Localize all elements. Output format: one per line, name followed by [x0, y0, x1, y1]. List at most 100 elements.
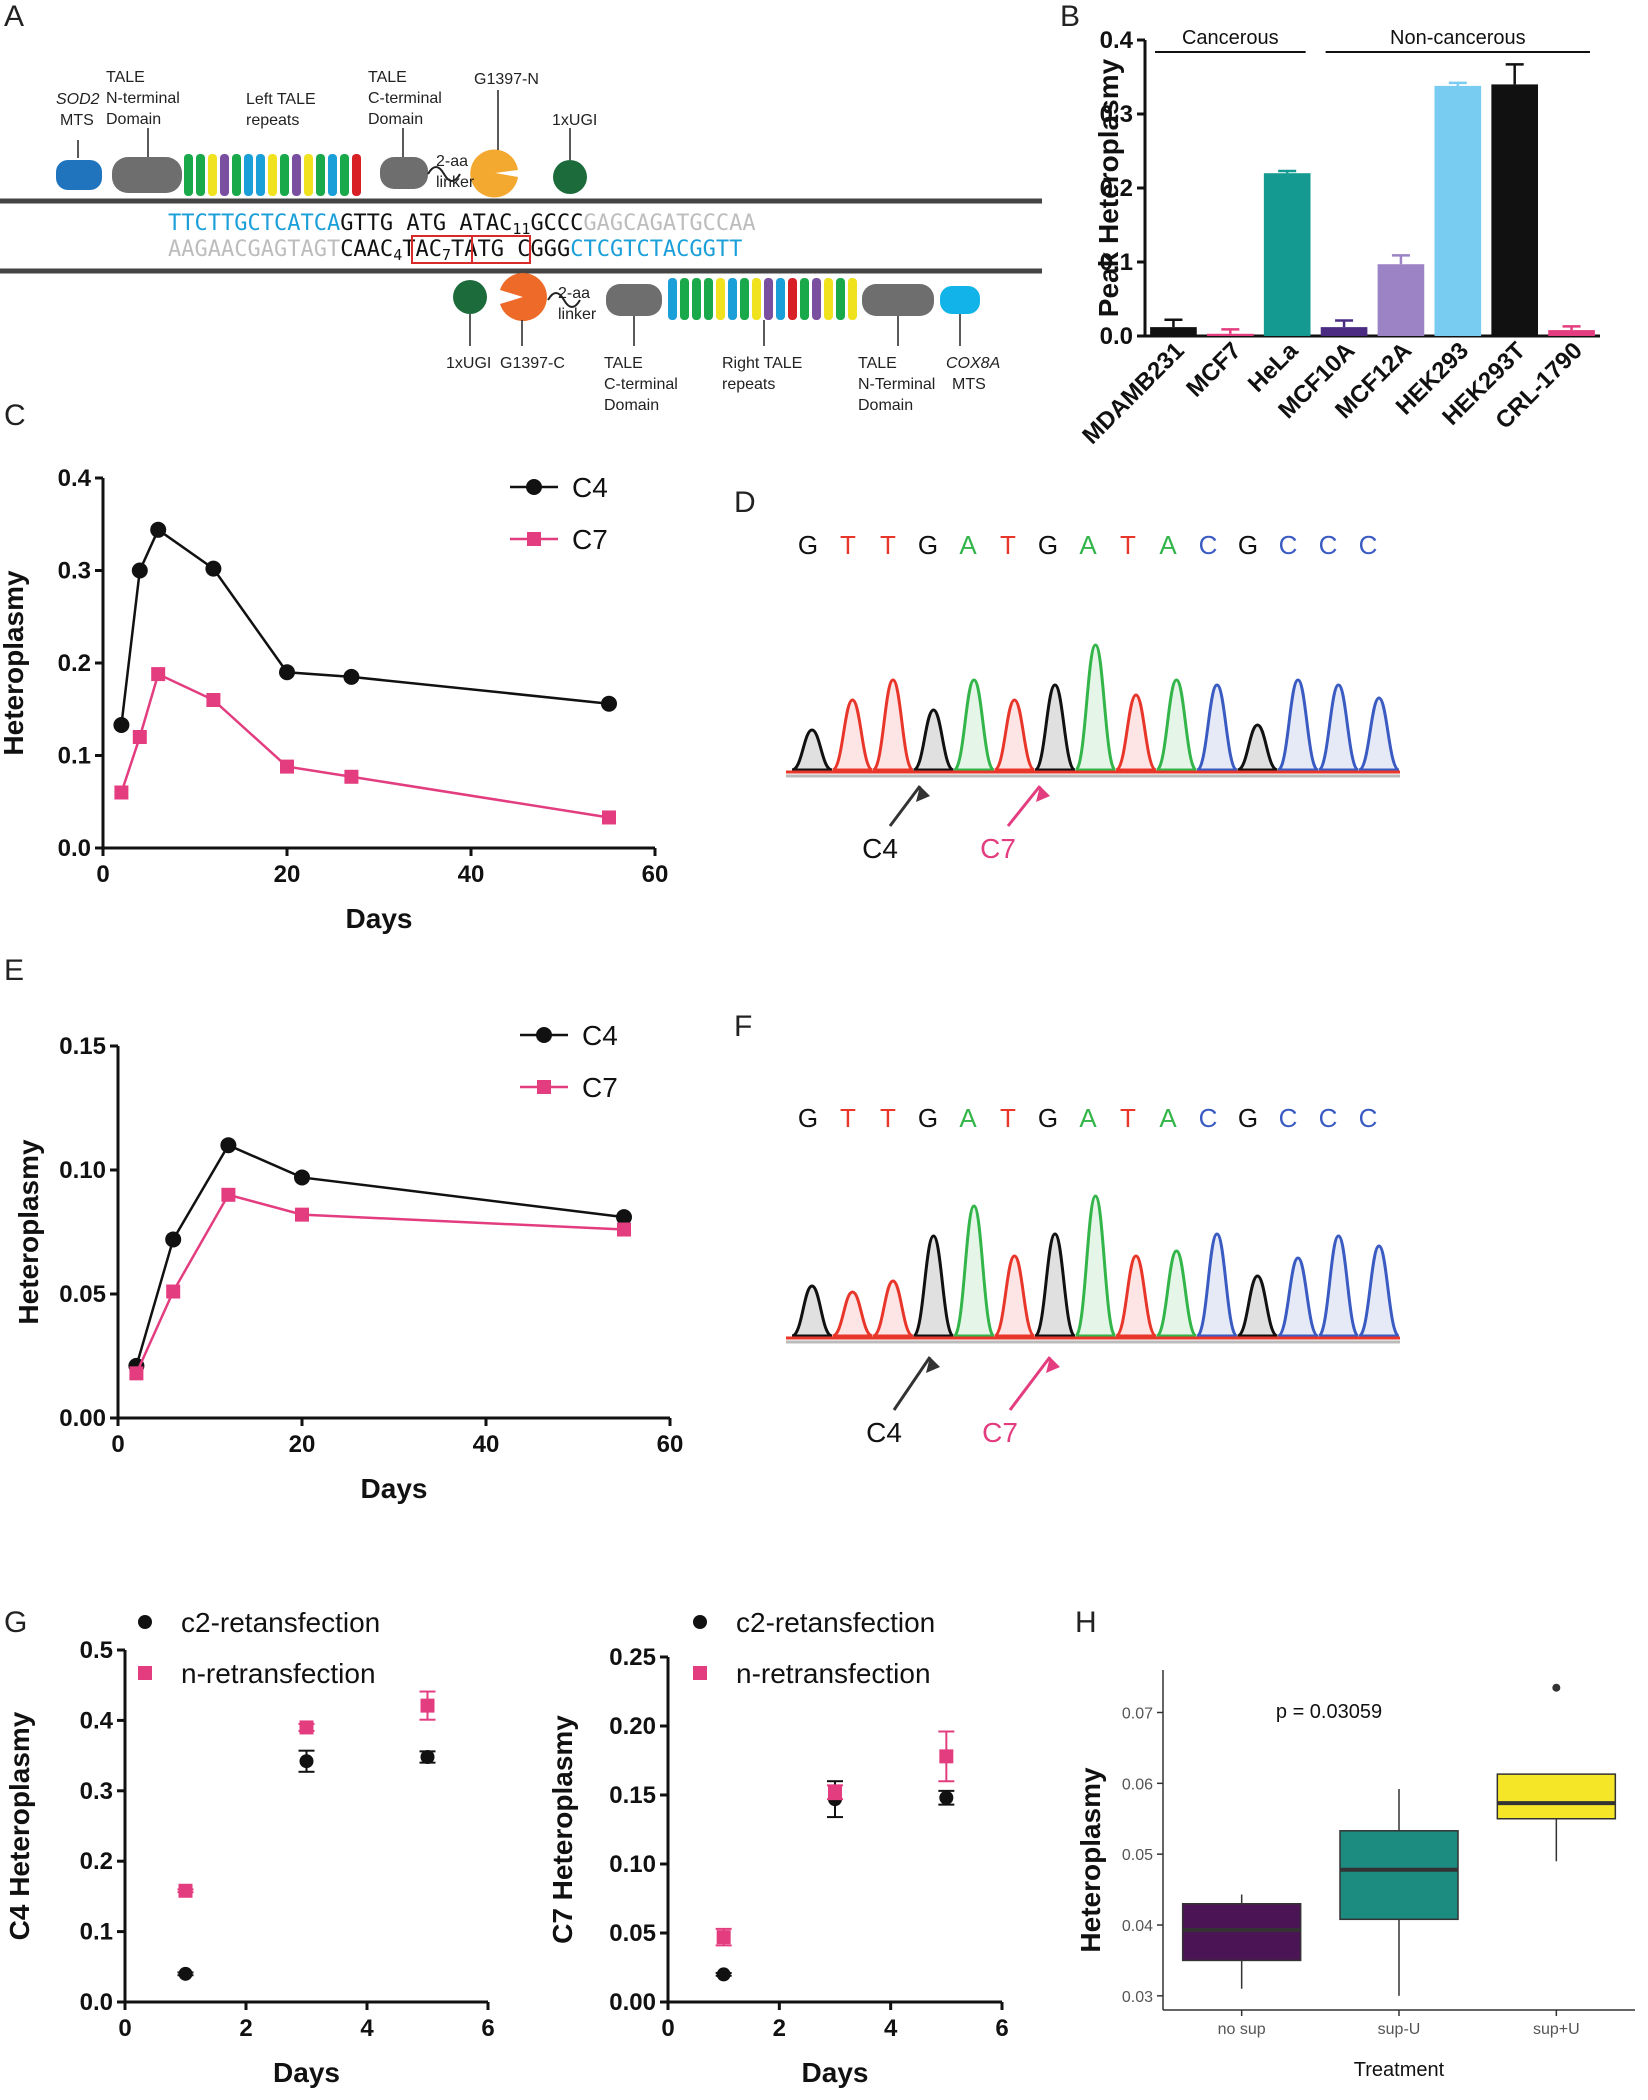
data-point [129, 1366, 144, 1381]
label-tale-n-top: TALE N-terminal Domain [106, 69, 180, 128]
y-tick-label: 0.10 [59, 1157, 106, 1184]
data-point [617, 1222, 631, 1237]
y-axis-label: C4 Heteroplasmy [4, 1711, 35, 1940]
y-tick-label: 0.10 [609, 1851, 656, 1878]
outlier-point [1552, 1683, 1561, 1692]
base-call: T [840, 530, 856, 560]
chart-e-heteroplasmy-time: 0.00 0.05 0.10 0.15 0 20 40 60 Heteroplasmy Days C… [13, 1020, 683, 1504]
y-tick-label: 0.1 [1100, 249, 1133, 276]
chromatogram-d: G T T G A T G A T A C G C C CC4 C7 [786, 530, 1400, 864]
trace-peak [1236, 1274, 1279, 1338]
legend-label: C7 [572, 524, 608, 555]
series-line [135, 1143, 625, 1367]
y-tick-label: 0.03 [1122, 1989, 1153, 2006]
panel-label-f: F [734, 1010, 752, 1043]
bar [1491, 84, 1539, 337]
linker-squiggle-bottom [547, 292, 581, 308]
chart-g-c7-heteroplasmy: 0.00 0.05 0.10 0.15 0.20 0.25 0 2 4 6 C7 Heteropla… [547, 1607, 1009, 2088]
trace-peak [1317, 683, 1360, 772]
y-tick-label: 0.4 [80, 1707, 114, 1734]
data-point [294, 1169, 310, 1186]
panel-label-a: A [4, 0, 24, 33]
data-point [165, 1231, 182, 1248]
bar [1548, 330, 1595, 336]
legend-label: n-retransfection [736, 1658, 931, 1689]
y-tick-label: 0.0 [1100, 323, 1133, 350]
data-point [221, 1187, 236, 1202]
legend-marker [693, 1615, 707, 1629]
label-mts-bottom: MTS [952, 376, 986, 393]
trace-peak [871, 678, 915, 772]
trace-peak [872, 1279, 914, 1338]
c4-arrowhead [926, 1357, 940, 1373]
x-tick-label: 20 [274, 861, 301, 888]
x-tick-label: 60 [642, 861, 669, 888]
data-point [939, 1790, 954, 1805]
c4-arrow [888, 785, 922, 827]
left-tale-repeats [184, 154, 361, 196]
trace-peak [831, 698, 874, 772]
data-point [299, 1754, 314, 1769]
tale-n-domain-bottom [862, 284, 934, 316]
x-category-label: sup-U [1378, 2021, 1421, 2038]
x-tick-label: 20 [289, 1431, 316, 1458]
x-tick-label: 4 [360, 2015, 374, 2042]
chart-g-c4-heteroplasmy: 0.0 0.1 0.2 0.3 0.4 0.5 0 2 4 6 C4 Heteroplasmy Day… [4, 1607, 495, 2088]
panel-label-h: H [1075, 1606, 1097, 1639]
c4-arrowhead [916, 786, 930, 802]
y-tick-label: 0.2 [58, 650, 91, 677]
legend-marker [537, 1080, 551, 1094]
c7-arrowhead [1046, 1357, 1060, 1373]
trace-peak [912, 708, 955, 772]
label-ugi-top: 1xUGI [552, 112, 597, 129]
x-tick-label: 40 [458, 861, 485, 888]
base-call: G [1038, 530, 1058, 560]
data-point [343, 668, 360, 685]
y-axis-label: Peak Heteroplasmy [1093, 58, 1124, 317]
x-category-label: MDAMB231 [1077, 337, 1189, 449]
data-point [150, 521, 167, 538]
base-call: C [1359, 1103, 1378, 1133]
series-line [120, 527, 610, 726]
base-call: C [1319, 1103, 1338, 1133]
trace-peak [791, 728, 833, 772]
data-point [132, 730, 147, 744]
x-category-label: no sup [1218, 2021, 1266, 2038]
data-point [420, 1750, 435, 1765]
panel-a-diagram: SOD2 MTS TALE N-terminal Domain Left TALE r… [0, 69, 1042, 414]
panel-label-e: E [4, 954, 24, 987]
box [1181, 1903, 1302, 1962]
data-point [939, 1749, 954, 1764]
data-point [178, 1966, 193, 1981]
g1397c-pacman [500, 273, 547, 322]
label-cox8a: COX8A [946, 355, 1000, 372]
y-tick-label: 0.1 [80, 1919, 113, 1946]
y-tick-label: 0.15 [59, 1033, 106, 1060]
legend-marker [536, 1027, 552, 1043]
label-ugi-bottom: 1xUGI [446, 355, 491, 372]
x-axis-label: Treatment [1354, 2059, 1445, 2081]
c7-label: C7 [982, 1417, 1018, 1448]
data-point [828, 1785, 842, 1800]
bar [1206, 333, 1254, 336]
y-tick-label: 0.05 [59, 1281, 106, 1308]
base-call: C [1199, 1103, 1218, 1133]
x-tick-label: 6 [995, 2015, 1008, 2042]
bar [1377, 264, 1425, 336]
panel-label-g: G [4, 1606, 27, 1639]
x-axis-label: Days [346, 903, 413, 934]
y-tick-label: 0.3 [1100, 101, 1133, 128]
label-g1397c: G1397-C [500, 355, 565, 372]
trace-peak [831, 1290, 874, 1338]
bar [1150, 327, 1197, 336]
base-call: T [880, 1103, 896, 1133]
legend-marker [138, 1615, 152, 1629]
sequence-bottom: AAGAACGAGTAGTCAAC4TAC7TATG CGGGCTCGTCTAC… [168, 237, 742, 264]
y-tick-label: 0.2 [1100, 175, 1133, 202]
label-sod2: SOD2 [56, 91, 100, 108]
data-point [279, 664, 295, 681]
c7-label: C7 [980, 833, 1016, 864]
legend-label: C7 [582, 1072, 618, 1103]
trace-peak [1074, 1194, 1117, 1338]
trace-peak [993, 1254, 1036, 1338]
